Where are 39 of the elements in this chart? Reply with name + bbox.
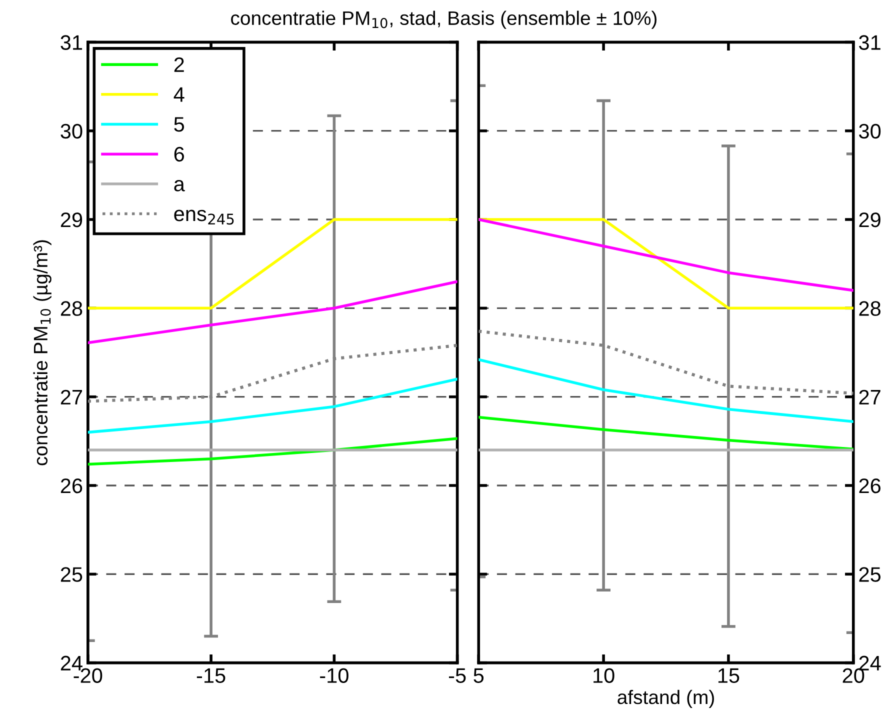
line-series [478, 416, 854, 451]
chart-title: concentratie PM$_{10}$, stad, Basis (ensemble ± 10%) [231, 10, 656, 29]
y-tick-label: 27 [859, 390, 880, 404]
x-tick-label: -10 [320, 668, 348, 683]
y-tick-label: 24 [859, 656, 881, 670]
line-series [478, 358, 854, 424]
x-tick-label: 20 [842, 668, 864, 683]
y-tick-label: 25 [60, 567, 82, 582]
y-tick-label: 28 [859, 301, 880, 316]
y-tick-label: 30 [859, 124, 881, 139]
x-tick-label: -15 [196, 668, 226, 683]
x-tick-label: 5 [474, 668, 484, 683]
y-tick-label: 26 [60, 478, 82, 494]
y-axis-title: concentratie PM$_{10}$ (µg/m³) [33, 240, 52, 466]
y-tick-label: 27 [60, 390, 82, 404]
legend-label: 6 [174, 146, 184, 162]
x-tick-label: -20 [74, 668, 102, 683]
legend-label: a [174, 180, 185, 192]
legend-label: 2 [174, 57, 184, 72]
x-tick-label: 15 [718, 668, 740, 683]
x-tick-label: 10 [594, 668, 614, 683]
legend-label: ens$_{245}$ [174, 210, 234, 225]
line-series [88, 280, 458, 344]
y-tick-label: 29 [60, 212, 82, 228]
y-tick-label: 31 [60, 35, 82, 50]
y-tick-label: 24 [60, 656, 82, 670]
x-tick-label: -5 [448, 668, 466, 683]
y-tick-label: 25 [859, 567, 881, 582]
line-series [88, 437, 458, 466]
y-tick-label: 30 [60, 124, 82, 139]
line-series [88, 378, 458, 434]
legend-label: 5 [174, 117, 184, 132]
x-axis-title: afstand (m) [618, 690, 714, 708]
y-tick-label: 29 [859, 212, 880, 228]
legend-label: 4 [174, 87, 184, 102]
y-tick-label: 28 [60, 301, 82, 316]
y-tick-label: 31 [859, 35, 880, 50]
y-tick-label: 26 [859, 478, 880, 494]
line-series [478, 218, 854, 292]
